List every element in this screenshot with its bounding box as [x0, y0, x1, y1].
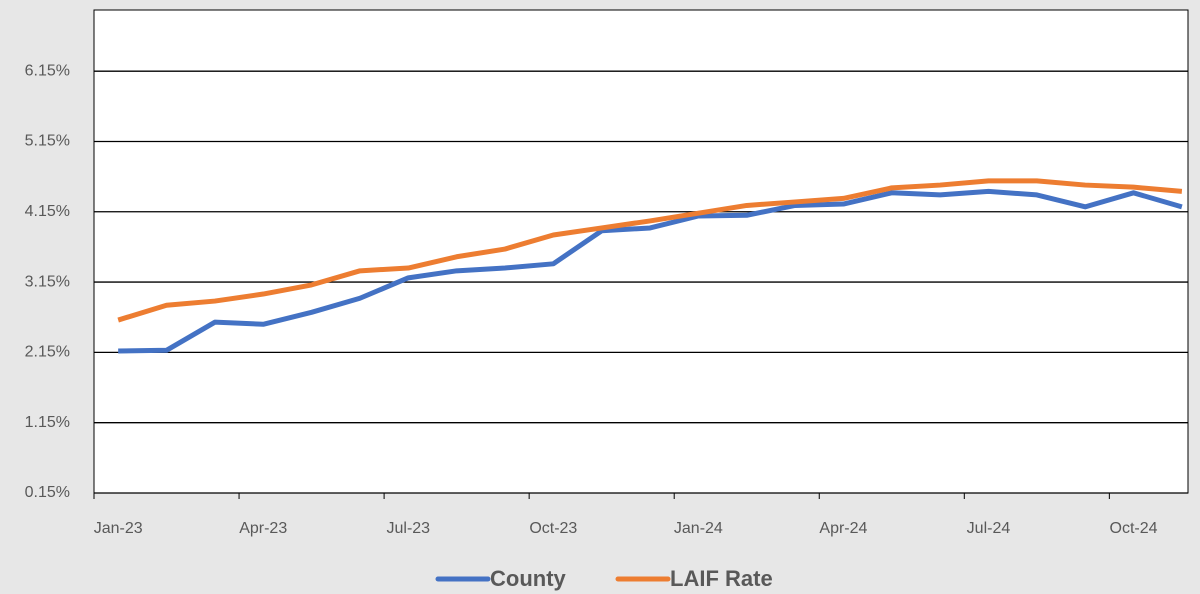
y-tick-label: 1.15%: [25, 414, 70, 431]
x-tick-label: Apr-23: [239, 520, 287, 537]
y-tick-label: 5.15%: [25, 133, 70, 150]
x-tick-label: Oct-24: [1110, 520, 1158, 537]
y-tick-label: 4.15%: [25, 203, 70, 220]
y-tick-label: 3.15%: [25, 273, 70, 290]
legend-label: County: [490, 566, 567, 591]
x-tick-label: Jan-23: [94, 520, 143, 537]
x-tick-label: Jul-24: [967, 520, 1011, 537]
series-line: [118, 188, 1183, 354]
x-tick-label: Jul-23: [386, 520, 430, 537]
x-tick-label: Jan-24: [674, 520, 723, 537]
y-tick-label: 6.15%: [25, 62, 70, 79]
series-line: [117, 178, 1183, 323]
y-tick-label: 0.15%: [25, 484, 70, 501]
plot-area: [93, 9, 1189, 494]
x-tick-label: Oct-23: [529, 520, 577, 537]
x-tick-label: Apr-24: [819, 520, 867, 537]
legend-label: LAIF Rate: [670, 566, 773, 591]
y-tick-label: 2.15%: [25, 344, 70, 361]
